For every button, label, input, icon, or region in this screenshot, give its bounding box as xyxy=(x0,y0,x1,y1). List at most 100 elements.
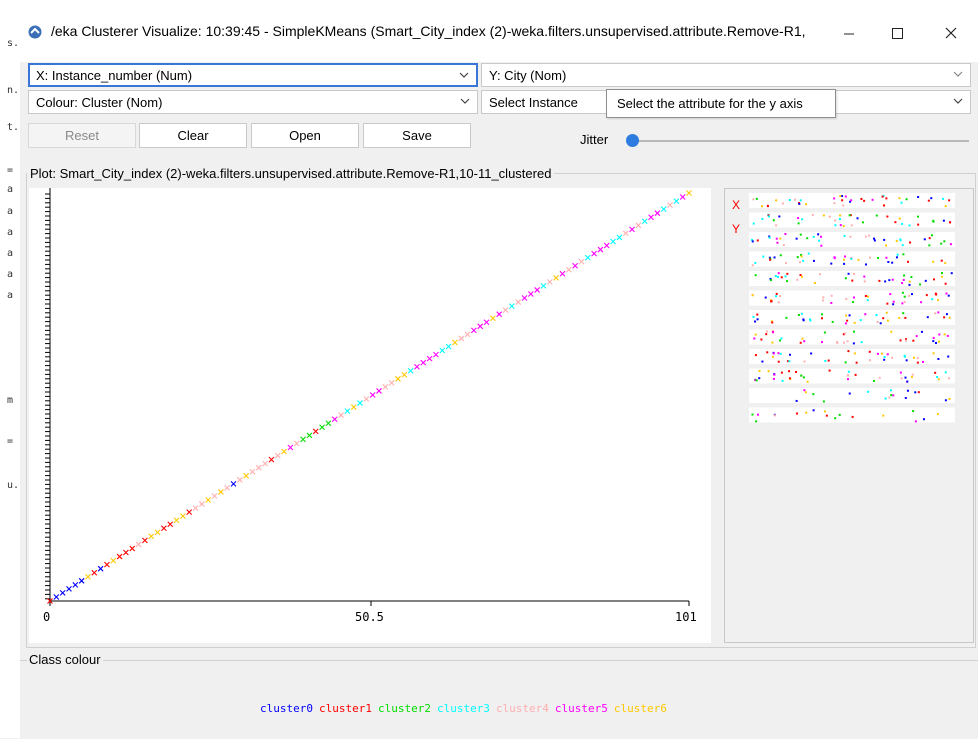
strip-dot xyxy=(776,275,779,278)
strip-dot xyxy=(864,295,867,298)
data-point xyxy=(255,464,262,471)
strip-dot xyxy=(950,272,953,275)
strip-dot xyxy=(880,352,883,355)
class-colour-cluster3[interactable]: cluster3 xyxy=(436,702,490,715)
strip-dot xyxy=(775,292,778,295)
strip-dot xyxy=(754,261,757,264)
attribute-strip[interactable] xyxy=(749,212,955,228)
strip-dot xyxy=(865,263,868,266)
strip-dot xyxy=(756,239,759,242)
attribute-strip[interactable] xyxy=(749,349,955,364)
strip-dot xyxy=(821,341,824,344)
data-point xyxy=(597,246,604,253)
open-button[interactable]: Open xyxy=(251,123,359,148)
class-colour-cluster5[interactable]: cluster5 xyxy=(554,702,608,715)
attribute-strip[interactable] xyxy=(749,290,955,306)
strip-dot xyxy=(938,333,941,336)
strip-dot xyxy=(777,301,780,304)
data-point xyxy=(395,375,401,382)
strip-dot xyxy=(770,299,773,302)
reset-button[interactable]: Reset xyxy=(28,123,136,148)
attribute-strip[interactable] xyxy=(749,310,955,325)
strip-dot xyxy=(777,360,780,363)
data-point xyxy=(616,234,623,241)
attribute-strip[interactable] xyxy=(749,271,955,286)
strip-dot xyxy=(800,312,803,315)
save-button[interactable]: Save xyxy=(363,123,471,148)
attribute-strip[interactable] xyxy=(749,407,955,423)
data-point xyxy=(502,307,509,314)
strip-dot xyxy=(844,195,847,198)
data-point xyxy=(91,569,98,576)
strip-dot xyxy=(885,311,888,314)
attribute-strip[interactable] xyxy=(749,232,955,247)
jitter-slider-track[interactable] xyxy=(633,140,969,142)
clear-button[interactable]: Clear xyxy=(139,123,247,148)
attribute-strip[interactable] xyxy=(749,329,955,345)
colour-select[interactable]: Colour: Cluster (Nom) xyxy=(28,90,478,114)
attribute-strip[interactable] xyxy=(749,368,955,384)
close-button[interactable] xyxy=(930,16,972,48)
data-point xyxy=(515,299,522,305)
scatter-plot[interactable]: 0 50.5 101 xyxy=(29,188,711,643)
strip-dot xyxy=(828,215,831,218)
class-colour-cluster4[interactable]: cluster4 xyxy=(495,702,549,715)
strip-dot xyxy=(825,414,828,417)
strip-dot xyxy=(788,360,791,363)
class-colour-cluster6[interactable]: cluster6 xyxy=(613,702,667,715)
strip-dot xyxy=(922,418,925,421)
data-point xyxy=(458,335,465,342)
strip-dot xyxy=(932,340,935,343)
strip-dot xyxy=(901,222,904,225)
data-point xyxy=(629,226,635,233)
strip-dot xyxy=(843,262,846,265)
strip-dot xyxy=(860,341,863,344)
data-point xyxy=(173,517,180,524)
strip-dot xyxy=(851,415,854,418)
strip-dot xyxy=(910,276,913,279)
x-axis-select[interactable]: X: Instance_number (Num) xyxy=(28,63,478,87)
strip-dot xyxy=(948,377,951,380)
strip-dot xyxy=(932,336,935,339)
strip-dot xyxy=(796,256,799,259)
strip-dot xyxy=(756,313,759,316)
strip-dot xyxy=(844,322,847,325)
strip-dot xyxy=(910,376,913,379)
strip-dot xyxy=(901,302,904,305)
class-colour-cluster2[interactable]: cluster2 xyxy=(377,702,431,715)
strip-dot xyxy=(934,371,937,374)
class-colour-cluster1[interactable]: cluster1 xyxy=(318,702,372,715)
strip-dot xyxy=(931,298,934,301)
strip-dot xyxy=(846,378,849,381)
strip-dot xyxy=(883,204,886,207)
strip-dot xyxy=(891,278,894,281)
data-point xyxy=(667,202,673,209)
strip-dot xyxy=(788,377,791,380)
colour-select-value: Colour: Cluster (Nom) xyxy=(36,95,163,110)
jitter-label: Jitter xyxy=(580,132,609,147)
attribute-strip[interactable] xyxy=(749,388,955,403)
y-axis-select[interactable]: Y: City (Nom) xyxy=(481,63,971,87)
strip-dot xyxy=(912,339,915,342)
maximize-button[interactable] xyxy=(876,16,918,48)
minimize-button[interactable] xyxy=(828,16,870,48)
strip-dot xyxy=(928,244,931,247)
strip-dot xyxy=(830,262,833,265)
attribute-panel[interactable]: X Y xyxy=(724,188,974,643)
data-point xyxy=(452,339,458,346)
strip-dot xyxy=(916,361,919,364)
strip-dot xyxy=(937,378,940,381)
strip-dot xyxy=(842,341,845,344)
strip-dot xyxy=(838,413,841,416)
strip-dot xyxy=(942,219,945,222)
strip-dot xyxy=(912,410,915,413)
strip-dot xyxy=(864,235,867,238)
strip-dot xyxy=(891,356,894,359)
strip-dot xyxy=(799,273,802,276)
strip-dot xyxy=(948,316,951,319)
strip-dot xyxy=(779,254,782,257)
class-colour-cluster0[interactable]: cluster0 xyxy=(260,702,313,715)
strip-dot xyxy=(860,197,863,200)
strip-dot xyxy=(891,261,894,264)
jitter-slider-thumb[interactable] xyxy=(626,134,639,147)
